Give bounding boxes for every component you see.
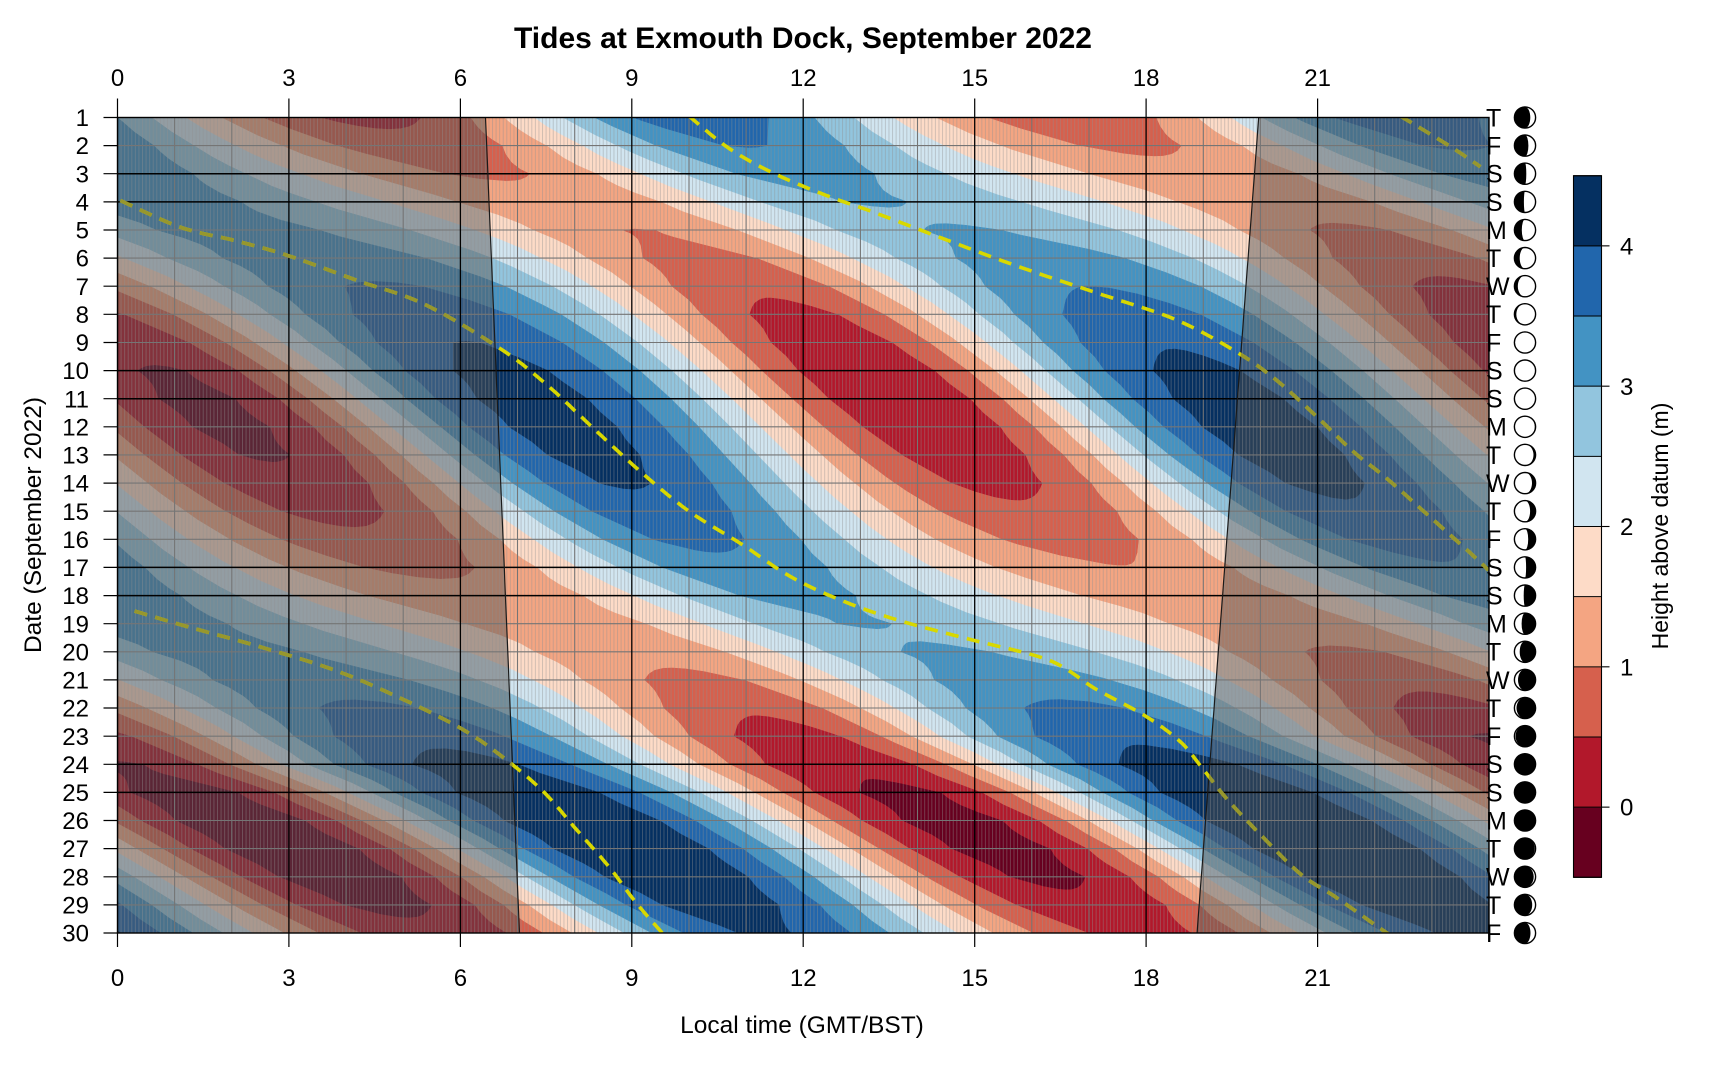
svg-text:T: T (1486, 245, 1501, 273)
svg-text:17: 17 (62, 555, 89, 582)
svg-text:15: 15 (62, 499, 89, 526)
svg-text:7: 7 (76, 274, 89, 301)
svg-text:S: S (1486, 779, 1503, 807)
svg-text:30: 30 (62, 921, 89, 948)
svg-text:Date (September 2022): Date (September 2022) (20, 397, 47, 653)
svg-text:M: M (1486, 807, 1507, 835)
svg-text:27: 27 (62, 836, 89, 863)
svg-text:9: 9 (625, 965, 638, 992)
svg-text:24: 24 (62, 752, 89, 779)
svg-text:S: S (1486, 751, 1503, 779)
svg-text:T: T (1486, 836, 1501, 864)
svg-text:3: 3 (1620, 374, 1633, 401)
svg-text:F: F (1486, 920, 1501, 948)
svg-text:T: T (1486, 104, 1501, 132)
svg-text:6: 6 (454, 65, 467, 92)
svg-text:29: 29 (62, 893, 89, 920)
svg-text:12: 12 (62, 414, 89, 441)
svg-text:23: 23 (62, 724, 89, 751)
svg-text:M: M (1486, 414, 1507, 442)
svg-text:0: 0 (1620, 795, 1633, 822)
svg-text:18: 18 (1133, 65, 1160, 92)
svg-text:F: F (1486, 329, 1501, 357)
svg-text:W: W (1486, 864, 1510, 892)
svg-text:21: 21 (1304, 65, 1331, 92)
svg-text:T: T (1486, 695, 1501, 723)
svg-text:0: 0 (111, 965, 124, 992)
svg-text:18: 18 (62, 583, 89, 610)
svg-text:28: 28 (62, 864, 89, 891)
svg-text:F: F (1486, 526, 1501, 554)
svg-text:T: T (1486, 301, 1501, 329)
svg-text:8: 8 (76, 302, 89, 329)
svg-text:16: 16 (62, 527, 89, 554)
svg-text:15: 15 (961, 965, 988, 992)
svg-text:1: 1 (76, 105, 89, 132)
svg-text:3: 3 (282, 65, 295, 92)
svg-text:S: S (1486, 161, 1503, 189)
svg-text:3: 3 (282, 965, 295, 992)
svg-text:F: F (1486, 133, 1501, 161)
svg-text:W: W (1486, 667, 1510, 695)
svg-text:S: S (1486, 386, 1503, 414)
svg-text:11: 11 (64, 386, 89, 413)
svg-text:S: S (1486, 554, 1503, 582)
svg-text:0: 0 (111, 65, 124, 92)
svg-text:15: 15 (961, 65, 988, 92)
svg-text:W: W (1486, 470, 1510, 498)
svg-text:Height above datum (m): Height above datum (m) (1647, 403, 1673, 650)
svg-text:21: 21 (1304, 965, 1331, 992)
svg-text:18: 18 (1133, 965, 1160, 992)
svg-text:1: 1 (1620, 654, 1633, 681)
svg-text:6: 6 (76, 246, 89, 273)
svg-text:2: 2 (1620, 514, 1633, 541)
svg-text:4: 4 (76, 190, 89, 217)
svg-text:T: T (1486, 442, 1501, 470)
svg-text:22: 22 (62, 696, 89, 723)
svg-text:12: 12 (790, 965, 817, 992)
svg-text:6: 6 (454, 965, 467, 992)
svg-text:F: F (1486, 723, 1501, 751)
svg-text:9: 9 (76, 330, 89, 357)
svg-text:Tides at Exmouth Dock, Septemb: Tides at Exmouth Dock, September 2022 (514, 22, 1092, 55)
svg-text:Local time (GMT/BST): Local time (GMT/BST) (680, 1012, 924, 1039)
svg-text:M: M (1486, 611, 1507, 639)
svg-text:20: 20 (62, 639, 89, 666)
svg-text:T: T (1486, 892, 1501, 920)
svg-text:4: 4 (1620, 234, 1633, 261)
svg-text:W: W (1486, 273, 1510, 301)
svg-text:9: 9 (625, 65, 638, 92)
svg-text:14: 14 (62, 471, 89, 498)
svg-text:12: 12 (790, 65, 817, 92)
svg-text:3: 3 (76, 161, 89, 188)
svg-text:S: S (1486, 583, 1503, 611)
svg-text:21: 21 (62, 668, 89, 695)
svg-text:26: 26 (62, 808, 89, 835)
svg-text:S: S (1486, 189, 1503, 217)
svg-text:2: 2 (76, 133, 89, 160)
svg-text:S: S (1486, 358, 1503, 386)
svg-text:13: 13 (62, 443, 89, 470)
svg-text:T: T (1486, 498, 1501, 526)
svg-text:10: 10 (62, 358, 89, 385)
svg-text:19: 19 (62, 611, 89, 638)
svg-text:5: 5 (76, 218, 89, 245)
svg-text:25: 25 (62, 780, 89, 807)
svg-text:T: T (1486, 639, 1501, 667)
svg-text:M: M (1486, 217, 1507, 245)
